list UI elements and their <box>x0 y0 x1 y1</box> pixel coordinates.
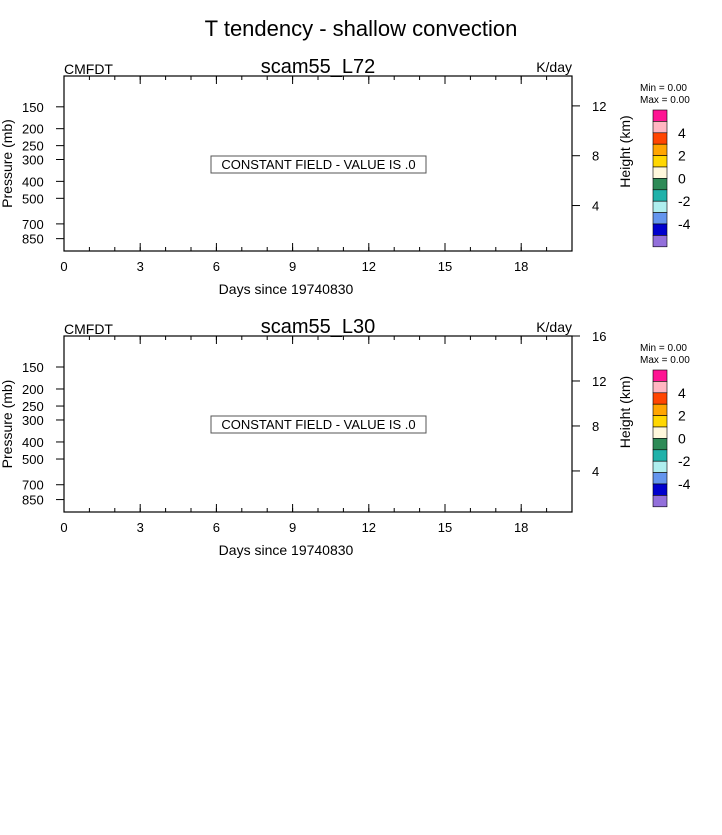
colorbar-cell <box>652 438 668 451</box>
x-tick-label: 12 <box>362 520 376 535</box>
pressure-tick-label: 850 <box>22 493 44 508</box>
colorbar-cell <box>652 166 668 179</box>
x-tick-label: 9 <box>289 259 296 274</box>
x-tick-label: 12 <box>362 259 376 274</box>
constant-field-message: CONSTANT FIELD - VALUE IS .0 <box>221 157 415 172</box>
constant-field-message: CONSTANT FIELD - VALUE IS .0 <box>221 417 415 432</box>
colorbar-cell <box>652 483 668 496</box>
colorbar-cell <box>652 143 668 156</box>
x-tick-label: 3 <box>137 520 144 535</box>
pressure-tick-label: 400 <box>22 174 44 189</box>
pressure-tick-label: 200 <box>22 382 44 397</box>
x-tick-label: 18 <box>514 520 528 535</box>
pressure-tick-label: 250 <box>22 139 44 154</box>
y-axis-title: Pressure (mb) <box>0 380 15 469</box>
colorbar-cell <box>652 426 668 439</box>
colorbar-cell <box>652 200 668 213</box>
colorbar-label: -2 <box>678 193 691 209</box>
pressure-tick-label: 700 <box>22 217 44 232</box>
panel-title: scam55_L30 <box>261 316 376 338</box>
colorbar-cell <box>652 449 668 462</box>
constant-field-box <box>210 415 427 434</box>
pressure-tick-label: 500 <box>22 452 44 467</box>
colorbar-cell <box>652 415 668 428</box>
pressure-tick-label: 300 <box>22 413 44 428</box>
x-tick-label: 6 <box>213 520 220 535</box>
units-label: K/day <box>536 59 572 75</box>
x-tick-label: 15 <box>438 520 452 535</box>
colorbar-label: 0 <box>678 430 686 446</box>
colorbar-cell <box>652 223 668 236</box>
x-tick-label: 3 <box>137 259 144 274</box>
height-tick-label: 4 <box>592 464 599 479</box>
panels: CMFDT scam55_L72 K/day 0 3 6 9 12 15 18 Days since… <box>0 56 691 558</box>
colorbar-label: -4 <box>678 216 691 232</box>
pressure-tick-label: 700 <box>22 478 44 493</box>
colorbar-cell <box>652 178 668 191</box>
colorbar-cell <box>652 495 668 508</box>
y-axis-title: Pressure (mb) <box>0 119 15 208</box>
pressure-tick-label: 250 <box>22 399 44 414</box>
pressure-tick-label: 300 <box>22 152 44 167</box>
x-tick-label: 0 <box>60 259 67 274</box>
colorbar-label: 4 <box>678 125 686 141</box>
colorbar-cell <box>652 381 668 394</box>
max-label: Max = 0.00 <box>640 95 690 106</box>
colorbar-cell <box>652 369 668 382</box>
right-axis-title: Height (km) <box>617 376 633 448</box>
max-label: Max = 0.00 <box>640 355 690 366</box>
colorbar-label: -4 <box>678 476 691 492</box>
pressure-tick-label: 400 <box>22 435 44 450</box>
colorbar-cell <box>652 109 668 122</box>
right-axis-title: Height (km) <box>617 115 633 187</box>
colorbar-cell <box>652 155 668 168</box>
colorbar-cell <box>652 460 668 473</box>
x-tick-label: 0 <box>60 520 67 535</box>
colorbar-cell <box>652 121 668 134</box>
colorbar-label: 0 <box>678 170 686 186</box>
colorbar-cell <box>652 392 668 405</box>
colorbar-cell <box>652 132 668 145</box>
pressure-tick-label: 850 <box>22 232 44 247</box>
chart-panel-2: CMFDT scam55_L30 K/day 0 3 6 9 12 15 18 Days since… <box>0 316 691 558</box>
colorbar-cell <box>652 472 668 485</box>
pressure-tick-label: 150 <box>22 360 44 375</box>
height-tick-label: 12 <box>592 99 606 114</box>
pressure-tick-label: 500 <box>22 191 44 206</box>
pressure-tick-label: 200 <box>22 122 44 137</box>
height-tick-label: 8 <box>592 149 599 164</box>
field-name-label: CMFDT <box>64 61 113 77</box>
colorbar-cell <box>652 235 668 248</box>
x-axis-title: Days since 19740830 <box>219 281 354 297</box>
x-tick-label: 6 <box>213 259 220 274</box>
height-tick-label: 16 <box>592 329 606 344</box>
min-label: Min = 0.00 <box>640 83 687 94</box>
height-tick-label: 8 <box>592 419 599 434</box>
x-tick-label: 9 <box>289 520 296 535</box>
colorbar-label: 2 <box>678 408 686 424</box>
height-tick-label: 4 <box>592 199 599 214</box>
x-tick-label: 18 <box>514 259 528 274</box>
colorbar-label: -2 <box>678 453 691 469</box>
x-tick-label: 15 <box>438 259 452 274</box>
units-label: K/day <box>536 319 572 335</box>
x-axis-title: Days since 19740830 <box>219 542 354 558</box>
height-tick-label: 12 <box>592 374 606 389</box>
panel-title: scam55_L72 <box>261 56 376 78</box>
chart-panel-1: CMFDT scam55_L72 K/day 0 3 6 9 12 15 18 Days since… <box>0 56 691 297</box>
main-title: T tendency - shallow convection <box>205 16 518 41</box>
field-name-label: CMFDT <box>64 321 113 337</box>
colorbar-label: 4 <box>678 385 686 401</box>
colorbar-cell <box>652 189 668 202</box>
colorbar-cell <box>652 403 668 416</box>
pressure-tick-label: 150 <box>22 100 44 115</box>
colorbar-cell <box>652 212 668 225</box>
constant-field-box <box>210 155 427 174</box>
colorbar-label: 2 <box>678 148 686 164</box>
min-label: Min = 0.00 <box>640 343 687 354</box>
